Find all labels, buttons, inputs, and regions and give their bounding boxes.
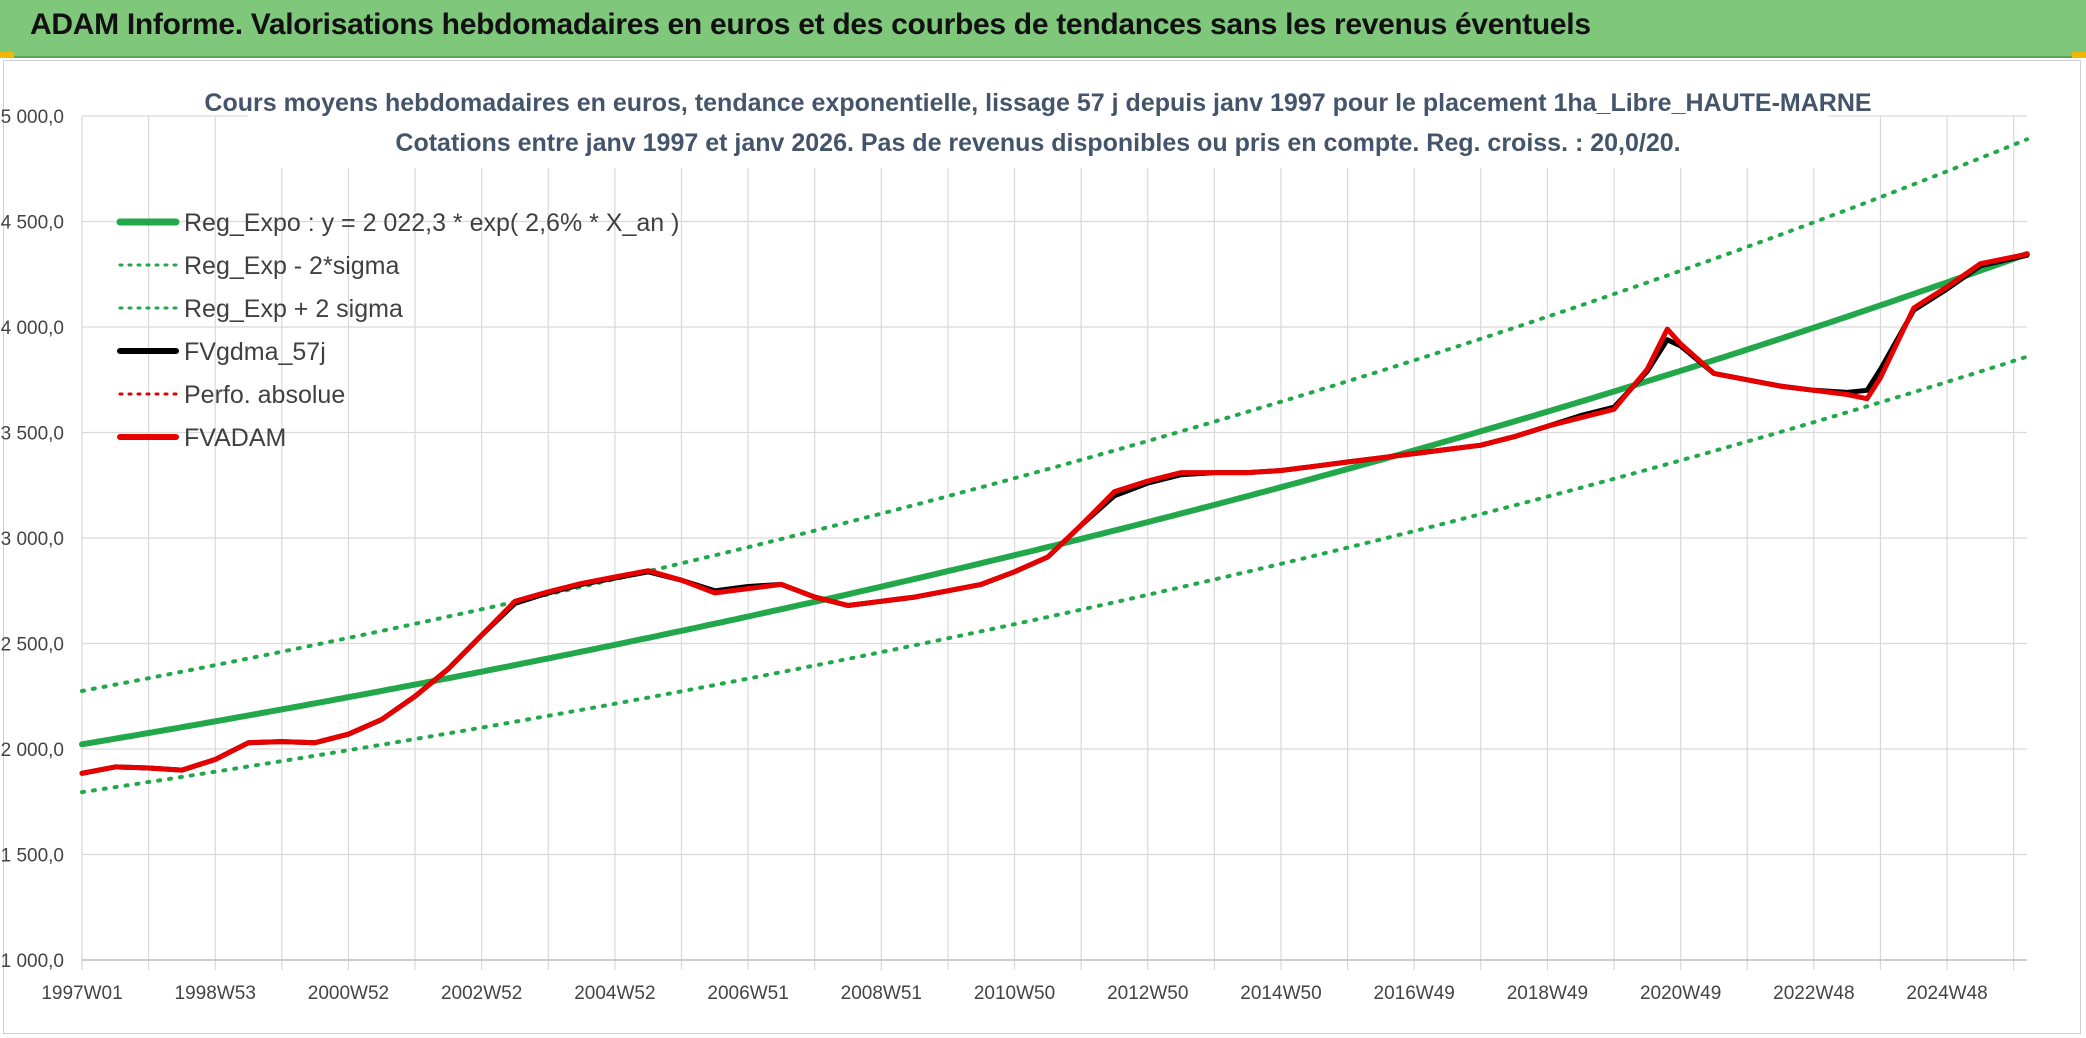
y-tick-label: 4 000,0 [1,318,64,339]
series-line-2 [80,137,2029,693]
grid [81,115,2027,970]
chart-frame [3,60,2081,1034]
y-tick-label: 3 500,0 [1,424,64,445]
x-tick-label: 2016W49 [1374,983,1455,1004]
chart-subtitle: Cotations entre janv 1997 et janv 2026. … [395,129,1680,157]
corner-marker-left [0,52,14,58]
series-line-1 [80,354,2029,795]
y-axis-ticks: 1 000,0 1 500,0 2 000,0 2 500,0 3 000,0 3 500… [1,107,64,972]
legend-label: FVgdma_57j [184,338,326,366]
x-tick-label: 2010W50 [974,983,1055,1004]
y-tick-label: 1 000,0 [1,951,64,972]
legend-label: FVADAM [184,424,286,452]
legend: Reg_Expo : y = 2 022,3 * exp( 2,6% * X_a… [116,209,679,452]
x-tick-label: 1998W53 [175,983,256,1004]
report-banner: ADAM Informe. Valorisations hebdomadaire… [0,0,2086,58]
legend-label: Reg_Exp + 2 sigma [184,295,403,323]
legend-label: Perfo. absolue [184,381,345,409]
series-line-5 [79,251,2030,776]
x-tick-label: 2002W52 [441,983,522,1004]
corner-marker-right [2072,52,2086,58]
x-tick-label: 2004W52 [574,983,655,1004]
y-tick-label: 5 000,0 [1,107,64,128]
y-tick-label: 2 500,0 [1,635,64,656]
chart-title: Cours moyens hebdomadaires en euros, ten… [204,89,1871,117]
title-backdrop [248,80,1828,168]
legend-label: Reg_Expo : y = 2 022,3 * exp( 2,6% * X_a… [184,209,679,237]
x-tick-label: 2020W49 [1640,983,1721,1004]
x-axis-ticks: 1997W01 1998W53 2000W52 2002W52 2004W52 2006W… [41,983,1987,1004]
report-title: ADAM Informe. Valorisations hebdomadaire… [30,8,1591,41]
x-tick-label: 2018W49 [1507,983,1588,1004]
x-tick-label: 2008W51 [841,983,922,1004]
x-tick-label: 2000W52 [308,983,389,1004]
x-tick-label: 2012W50 [1107,983,1188,1004]
x-tick-label: 2024W48 [1906,983,1987,1004]
y-tick-label: 1 500,0 [1,846,64,867]
y-tick-label: 3 000,0 [1,529,64,550]
y-tick-label: 2 000,0 [1,740,64,761]
series-lines [79,137,2030,795]
y-tick-label: 4 500,0 [1,213,64,234]
x-tick-label: 2022W48 [1773,983,1854,1004]
x-tick-label: 1997W01 [41,983,122,1004]
series-line-3 [79,252,2030,776]
x-tick-label: 2014W50 [1240,983,1321,1004]
legend-label: Reg_Exp - 2*sigma [184,252,399,280]
chart-titles: Cours moyens hebdomadaires en euros, ten… [204,80,1872,168]
x-tick-label: 2006W51 [707,983,788,1004]
